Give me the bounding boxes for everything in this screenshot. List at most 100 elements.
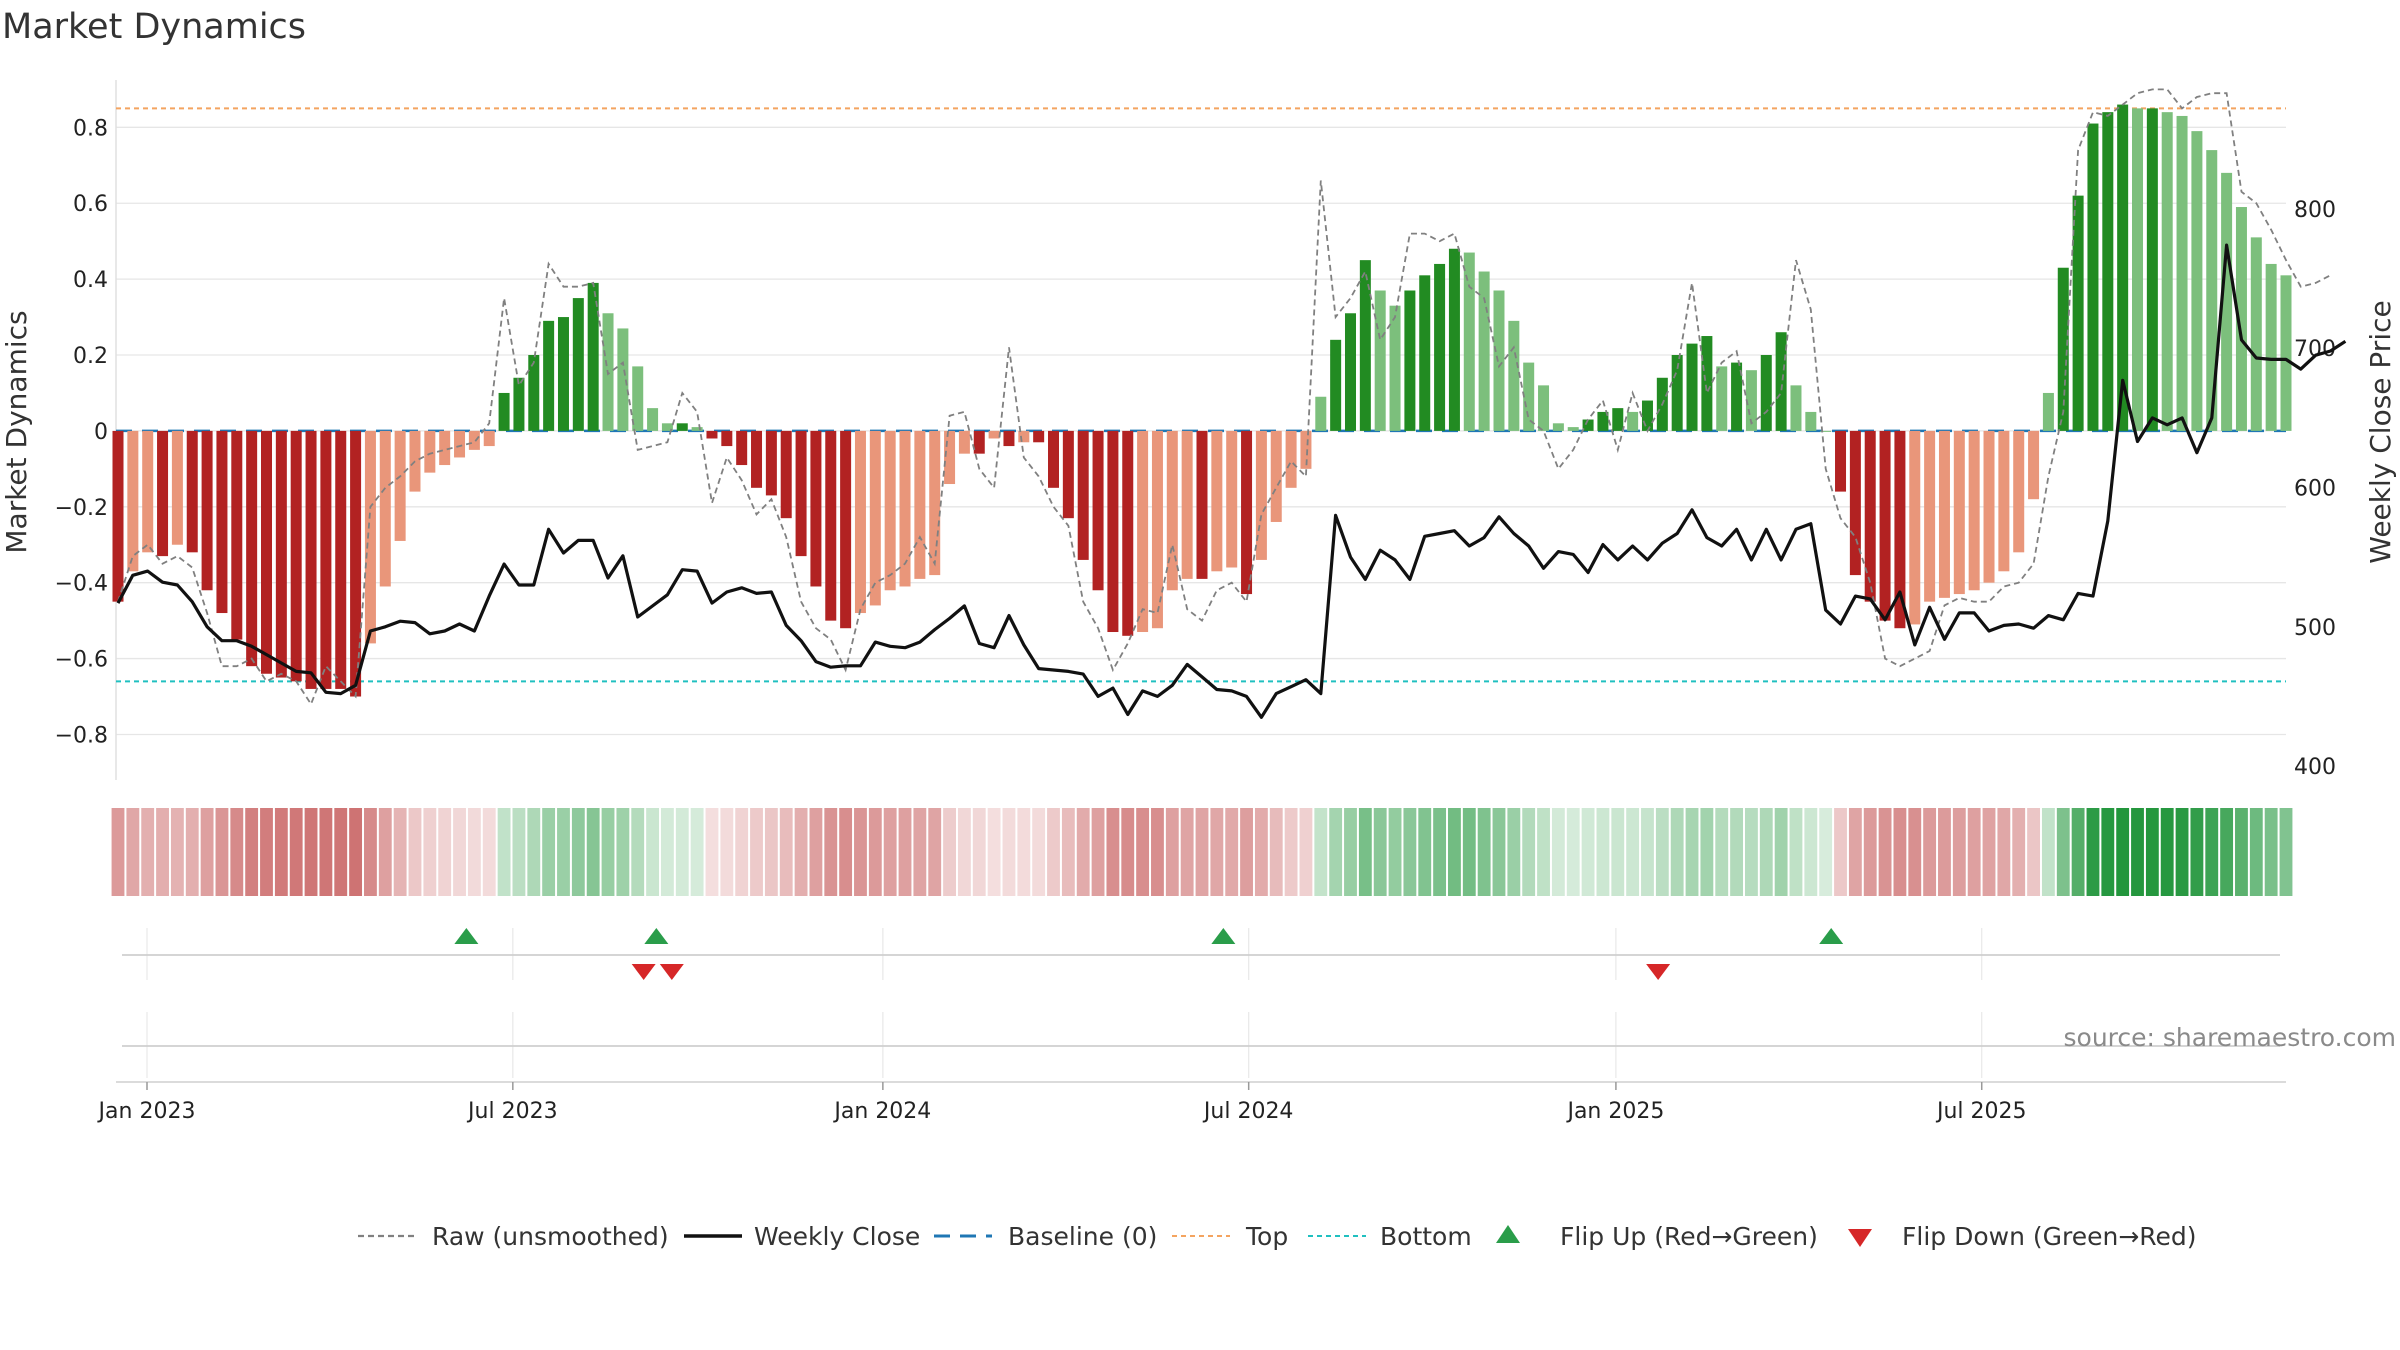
dynamics-bar bbox=[1983, 430, 1995, 583]
dynamics-bar bbox=[2146, 108, 2158, 431]
dynamics-bar bbox=[1716, 366, 1728, 431]
ribbon-cell bbox=[1180, 808, 1194, 896]
ribbon-cell bbox=[1254, 808, 1268, 896]
ribbon-cell bbox=[141, 808, 155, 896]
dynamics-bar bbox=[899, 430, 911, 587]
flip-up-marker bbox=[644, 928, 669, 944]
ribbon-cell bbox=[1997, 808, 2011, 896]
y-tick-right: 500 bbox=[2294, 616, 2336, 641]
dynamics-bar bbox=[454, 430, 466, 458]
dynamics-bars bbox=[112, 104, 2292, 697]
dynamics-bar bbox=[1924, 430, 1936, 602]
dynamics-bar bbox=[305, 430, 317, 689]
dynamics-bar bbox=[2176, 115, 2188, 431]
ribbon-cell bbox=[2056, 808, 2070, 896]
dynamics-bar bbox=[231, 430, 243, 640]
dynamics-bar bbox=[350, 430, 362, 697]
ribbon-cell bbox=[2264, 808, 2278, 896]
dynamics-bar bbox=[528, 355, 540, 431]
dynamics-bar bbox=[1137, 430, 1149, 633]
ribbon-cell bbox=[883, 808, 897, 896]
ribbon-cell bbox=[1225, 808, 1239, 896]
dynamics-bar bbox=[676, 423, 688, 431]
legend-top-label: Top bbox=[1245, 1222, 1288, 1251]
dynamics-bar bbox=[1107, 430, 1119, 633]
ribbon-cell bbox=[1789, 808, 1803, 896]
dynamics-bar bbox=[1018, 430, 1030, 443]
dynamics-bar bbox=[751, 430, 763, 488]
ribbon-cell bbox=[2235, 808, 2248, 896]
ribbon-cell bbox=[913, 808, 927, 896]
dynamics-bar bbox=[2087, 123, 2099, 431]
ribbon-cell bbox=[1477, 808, 1491, 896]
dynamics-bar bbox=[1805, 411, 1817, 431]
dynamics-bar bbox=[1122, 430, 1134, 636]
dynamics-bar bbox=[2250, 237, 2262, 431]
dynamics-bar bbox=[260, 430, 272, 674]
ribbon-cell bbox=[1061, 808, 1075, 896]
dynamics-bar bbox=[825, 430, 837, 621]
ribbon-cell bbox=[111, 808, 125, 896]
y-tick-right: 800 bbox=[2294, 198, 2336, 223]
y-tick-left: 0.8 bbox=[73, 116, 108, 141]
dynamics-bar bbox=[572, 298, 584, 431]
x-tick-label: Jul 2023 bbox=[466, 1099, 558, 1124]
dynamics-bar bbox=[1641, 400, 1653, 431]
dynamics-bar bbox=[1745, 370, 1757, 431]
dynamics-bar bbox=[1434, 263, 1446, 431]
dynamics-bar bbox=[1849, 430, 1861, 576]
dynamics-bar bbox=[275, 430, 287, 678]
ribbon-cell bbox=[527, 808, 541, 896]
dynamics-bar bbox=[246, 430, 258, 667]
dynamics-bar bbox=[1196, 430, 1208, 579]
legend-flip-up-marker bbox=[1496, 1225, 1520, 1243]
ribbon-cell bbox=[2205, 808, 2219, 896]
dynamics-bar bbox=[171, 430, 183, 545]
y-tick-right: 400 bbox=[2294, 755, 2336, 780]
ribbon-cell bbox=[1002, 808, 1016, 896]
ribbon-cell bbox=[393, 808, 407, 896]
ribbon-cell bbox=[631, 808, 645, 896]
dynamics-bar bbox=[854, 430, 866, 614]
ribbon-cell bbox=[1863, 808, 1877, 896]
dynamics-bar bbox=[1463, 252, 1475, 431]
ribbon-cell bbox=[943, 808, 956, 896]
dynamics-bar bbox=[1612, 408, 1624, 431]
ribbon-cell bbox=[1804, 808, 1818, 896]
ribbon-cell bbox=[1106, 808, 1120, 896]
dynamics-bar bbox=[958, 430, 970, 454]
ribbon-cell bbox=[1448, 808, 1461, 896]
y-axis-left: 0.8 0.6 0.4 0.2 0 −0.2 −0.4 −0.6 −0.8 bbox=[55, 80, 117, 780]
dynamics-bar bbox=[1835, 430, 1847, 492]
dynamics-bar bbox=[914, 430, 926, 579]
ribbon-cell bbox=[1462, 808, 1476, 896]
ribbon-cell bbox=[557, 808, 570, 896]
dynamics-bar bbox=[1864, 430, 1876, 602]
ribbon-cell bbox=[2071, 808, 2085, 896]
dynamics-bar bbox=[394, 430, 406, 541]
dynamics-bar bbox=[647, 408, 659, 431]
dynamics-bar bbox=[290, 430, 302, 682]
dynamics-bar bbox=[1538, 385, 1550, 431]
ribbon-cell bbox=[1982, 808, 1996, 896]
dynamics-bar bbox=[617, 328, 629, 431]
dynamics-bar bbox=[1211, 430, 1223, 572]
source-credit: source: sharemaestro.com bbox=[2064, 1023, 2397, 1052]
dynamics-bar bbox=[736, 430, 748, 466]
ribbon-cell bbox=[720, 808, 734, 896]
ribbon-cell bbox=[824, 808, 838, 896]
y-tick-left: −0.8 bbox=[55, 723, 108, 748]
y-tick-left: 0.2 bbox=[73, 344, 108, 369]
flip-down-marker bbox=[631, 964, 656, 980]
dynamics-bar bbox=[2235, 207, 2247, 431]
ribbon-cell bbox=[2249, 808, 2263, 896]
ribbon-cell bbox=[2190, 808, 2204, 896]
x-tick-label: Jan 2025 bbox=[1565, 1099, 1664, 1124]
dynamics-bar bbox=[1033, 430, 1045, 443]
dynamics-bar bbox=[1820, 430, 1832, 432]
dynamics-bar bbox=[1671, 355, 1683, 431]
ribbon-cell bbox=[408, 808, 422, 896]
dynamics-bar bbox=[1552, 423, 1564, 431]
dynamics-bar bbox=[112, 430, 124, 602]
ribbon-cell bbox=[215, 808, 229, 896]
